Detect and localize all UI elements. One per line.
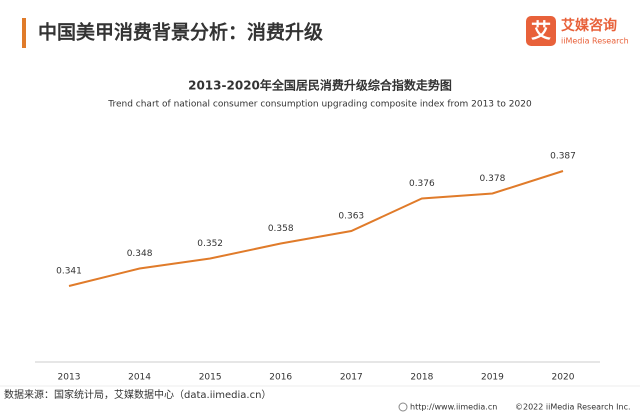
logo-name: 艾媒咨询 — [561, 17, 617, 34]
value-label: 0.348 — [127, 249, 153, 259]
logo-icon-bg — [526, 16, 556, 46]
x-tick-label: 2019 — [481, 373, 504, 383]
footer-source: 数据来源：国家统计局，艾媒数据中心（data.iimedia.cn） — [4, 388, 271, 401]
x-tick-label: 2020 — [552, 373, 575, 383]
x-tick-label: 2013 — [58, 373, 81, 383]
value-label: 0.352 — [197, 239, 223, 249]
value-label: 0.378 — [480, 174, 506, 184]
x-tick-label: 2015 — [199, 373, 222, 383]
x-tick-label: 2018 — [410, 373, 433, 383]
chart-title: 2013-2020年全国居民消费升级综合指数走势图 — [188, 78, 452, 93]
value-label: 0.363 — [338, 212, 364, 222]
value-label: 0.358 — [268, 224, 294, 234]
logo-sub: iiMedia Research — [561, 37, 629, 46]
page-title: 中国美甲消费背景分析：消费升级 — [38, 21, 323, 44]
value-label: 0.376 — [409, 179, 435, 189]
x-tick-label: 2017 — [340, 373, 363, 383]
x-tick-label: 2016 — [269, 373, 292, 383]
title-accent — [22, 18, 26, 48]
footer-url: http://www.iimedia.cn — [410, 403, 497, 412]
value-label: 0.341 — [56, 267, 82, 277]
x-tick-label: 2014 — [128, 373, 151, 383]
logo-icon: 艾 — [531, 19, 551, 43]
value-label: 0.387 — [550, 152, 576, 162]
chart-subtitle: Trend chart of national consumer consump… — [107, 100, 532, 110]
footer-copyright: ©2022 iiMedia Research Inc. — [515, 403, 631, 412]
globe-icon — [398, 402, 408, 412]
data-line — [68, 170, 564, 287]
